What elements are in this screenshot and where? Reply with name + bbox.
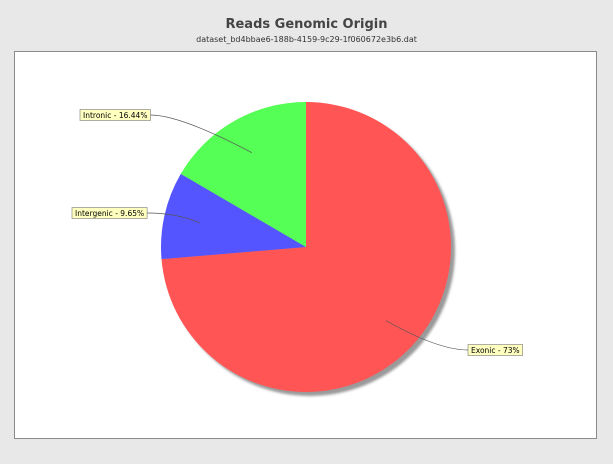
- slice-label: Intergenic - 9.65%: [75, 209, 144, 218]
- slice-intronic: [180, 102, 306, 247]
- slice-label: Exonic - 73%: [471, 346, 520, 355]
- slice-exonic: [161, 102, 452, 392]
- slice-intergenic: [161, 173, 306, 260]
- slice-label-box: [79, 109, 151, 121]
- leader-line: [385, 320, 469, 351]
- slice-label-box: [467, 344, 523, 356]
- chart-subtitle: dataset_bd4bbae6-188b-4159-9c29-1f060672…: [196, 35, 417, 44]
- slice-label: Intronic - 16.44%: [83, 111, 147, 120]
- leader-line: [147, 212, 201, 224]
- chart-title: Reads Genomic Origin: [225, 17, 388, 32]
- slice-label-box: [71, 207, 148, 219]
- leader-line: [150, 114, 253, 154]
